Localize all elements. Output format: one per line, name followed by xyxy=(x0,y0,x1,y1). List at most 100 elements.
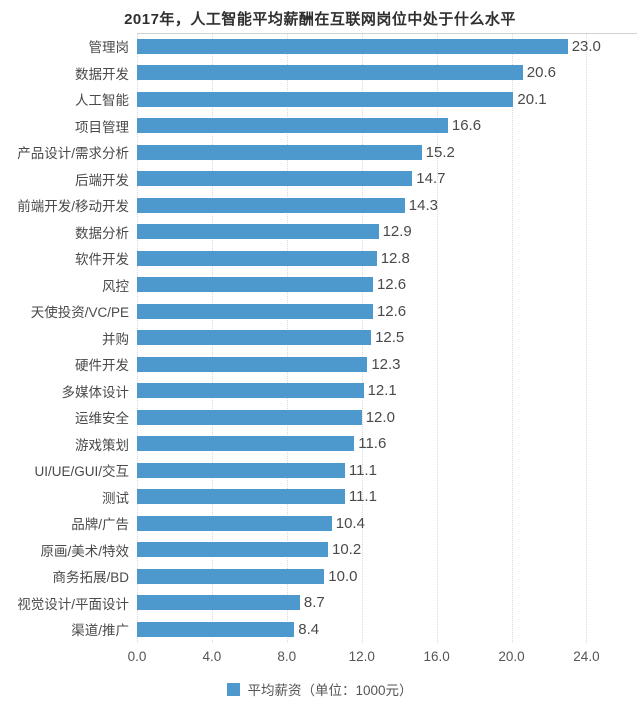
bar xyxy=(137,65,523,81)
bar-track: 11.1 xyxy=(137,488,637,506)
category-label: 渠道/推广 xyxy=(71,623,129,639)
value-label: 12.6 xyxy=(376,276,407,294)
value-label: 12.9 xyxy=(382,223,412,241)
value-label: 10.4 xyxy=(335,514,365,532)
bar-row: 多媒体设计 12.1 xyxy=(0,378,640,405)
category-label: 管理岗 xyxy=(88,40,130,56)
bar-row: 品牌/广告 10.4 xyxy=(0,510,640,537)
x-tick-label: 12.0 xyxy=(348,649,375,664)
plot-area: 管理岗 23.0 数据开发 20.6 人工智能 20.1 项目管理 16.6 产… xyxy=(0,33,640,643)
legend-label: 平均薪资（单位：1000元） xyxy=(247,683,413,698)
bar-row: 数据开发 20.6 xyxy=(0,60,640,87)
bar-track: 20.6 xyxy=(137,64,637,82)
bar-row: 游戏策划 11.6 xyxy=(0,431,640,458)
bar-row: 测试 11.1 xyxy=(0,484,640,511)
bar-row: UI/UE/GUI/交互 11.1 xyxy=(0,457,640,484)
x-tick-label: 8.0 xyxy=(277,649,297,664)
bar-track: 11.1 xyxy=(137,461,637,479)
bar xyxy=(137,91,514,107)
bar-track: 16.6 xyxy=(137,117,637,135)
bar-row: 原画/美术/特效 10.2 xyxy=(0,537,640,564)
value-label: 10.0 xyxy=(328,567,358,585)
bar-row: 天使投资/VC/PE 12.6 xyxy=(0,298,640,325)
bar-track: 23.0 xyxy=(137,38,637,54)
bar-track: 10.0 xyxy=(137,567,637,585)
value-label: 20.6 xyxy=(526,64,556,82)
value-label: 16.6 xyxy=(451,117,482,135)
bar-track: 11.6 xyxy=(137,436,637,452)
value-label: 11.1 xyxy=(348,461,377,479)
category-label: 视觉设计/平面设计 xyxy=(17,596,129,612)
category-label: 品牌/广告 xyxy=(71,517,129,533)
bar-track: 10.2 xyxy=(137,541,637,559)
bar-row: 前端开发/移动开发 14.3 xyxy=(0,192,640,219)
bar-row: 软件开发 12.8 xyxy=(0,245,640,272)
legend: 平均薪资（单位：1000元） xyxy=(0,679,640,699)
bar-row: 产品设计/需求分析 15.2 xyxy=(0,139,640,166)
bar xyxy=(137,144,422,160)
value-label: 12.0 xyxy=(365,408,395,426)
value-label: 12.5 xyxy=(375,329,405,347)
category-label: 测试 xyxy=(102,490,129,506)
category-label: 人工智能 xyxy=(75,93,129,109)
bar-track: 10.4 xyxy=(137,514,637,532)
x-tick-label: 4.0 xyxy=(202,649,222,664)
bar-track: 8.7 xyxy=(137,594,637,612)
category-label: 风控 xyxy=(102,278,129,294)
bar-track: 8.4 xyxy=(137,620,637,638)
value-label: 12.8 xyxy=(380,249,410,267)
category-label: 并购 xyxy=(102,331,129,347)
bar-track: 12.0 xyxy=(137,408,637,426)
bar-track: 12.9 xyxy=(137,223,637,241)
category-label: 产品设计/需求分析 xyxy=(17,146,129,162)
bar-track: 12.6 xyxy=(137,302,637,320)
category-label: 后端开发 xyxy=(75,172,129,188)
bar xyxy=(137,171,413,187)
bar xyxy=(137,595,300,611)
bar xyxy=(137,409,362,425)
category-label: 数据分析 xyxy=(75,225,129,241)
bar xyxy=(137,250,377,266)
bar-row: 渠道/推广 8.4 xyxy=(0,616,640,643)
value-label: 8.4 xyxy=(298,620,320,638)
value-label: 11.1 xyxy=(348,488,377,506)
legend-swatch-icon xyxy=(227,682,241,696)
x-axis: 0.0 4.0 8.0 12.0 16.0 20.0 24.0 xyxy=(128,643,637,667)
bar-track: 12.6 xyxy=(137,276,637,294)
bar-row: 运维安全 12.0 xyxy=(0,404,640,431)
value-label: 14.3 xyxy=(408,196,438,214)
category-label: 多媒体设计 xyxy=(61,384,130,400)
bar-row: 数据分析 12.9 xyxy=(0,219,640,246)
bar xyxy=(137,356,368,372)
value-label: 20.1 xyxy=(517,90,547,108)
bar xyxy=(137,489,345,505)
category-label: 数据开发 xyxy=(75,66,129,82)
category-label: 项目管理 xyxy=(75,119,129,135)
bar-row: 项目管理 16.6 xyxy=(0,113,640,140)
category-label: 软件开发 xyxy=(75,252,129,268)
x-tick-label: 0.0 xyxy=(127,649,147,664)
bar-track: 12.3 xyxy=(137,355,637,373)
category-label: UI/UE/GUI/交互 xyxy=(34,464,129,480)
value-label: 12.6 xyxy=(376,302,407,320)
chart-title: 2017年，人工智能平均薪酬在互联网岗位中处于什么水平 xyxy=(124,11,516,28)
bar xyxy=(137,277,373,293)
value-label: 14.7 xyxy=(416,170,446,188)
value-label: 8.7 xyxy=(303,594,325,612)
category-label: 运维安全 xyxy=(75,411,129,427)
bar xyxy=(137,118,448,134)
value-label: 10.2 xyxy=(332,541,362,559)
category-label: 前端开发/移动开发 xyxy=(17,199,129,215)
bar xyxy=(137,303,373,319)
bar xyxy=(137,436,355,452)
bar-row: 商务拓展/BD 10.0 xyxy=(0,563,640,590)
bar xyxy=(137,38,568,54)
bar-track: 14.3 xyxy=(137,196,637,214)
bar-row: 风控 12.6 xyxy=(0,272,640,299)
bar-track: 12.8 xyxy=(137,249,637,267)
bar-track: 12.5 xyxy=(137,329,637,347)
bar-row: 并购 12.5 xyxy=(0,325,640,352)
value-label: 12.3 xyxy=(371,355,401,373)
bar-row: 视觉设计/平面设计 8.7 xyxy=(0,590,640,617)
